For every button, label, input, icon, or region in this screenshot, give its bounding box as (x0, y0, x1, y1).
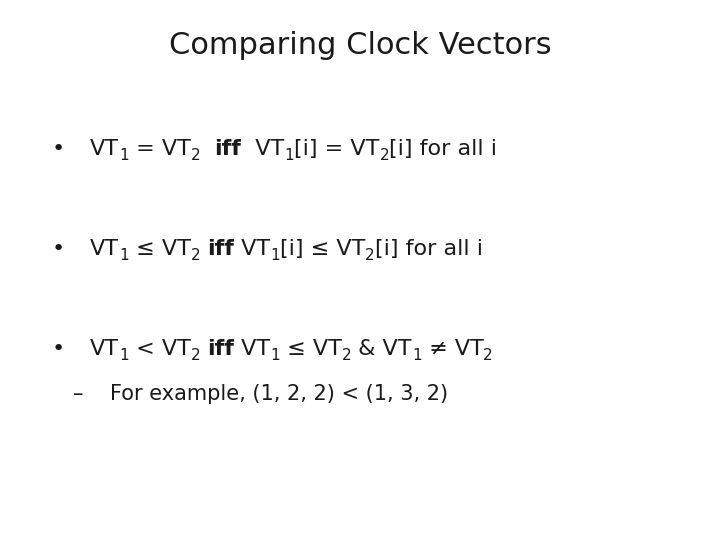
Text: ≤ VT: ≤ VT (129, 239, 191, 259)
Text: < VT: < VT (129, 339, 191, 359)
Text: VT: VT (90, 339, 119, 359)
Text: –: – (73, 384, 84, 404)
Text: 2: 2 (191, 248, 200, 263)
Text: 2: 2 (379, 148, 389, 163)
Text: iff: iff (207, 239, 234, 259)
Text: ≤ VT: ≤ VT (280, 339, 342, 359)
Text: [i] = VT: [i] = VT (294, 139, 379, 159)
Text: 2: 2 (365, 248, 375, 263)
Text: VT: VT (90, 139, 119, 159)
Text: 2: 2 (483, 348, 493, 363)
Text: 1: 1 (119, 348, 129, 363)
Text: VT: VT (90, 239, 119, 259)
Text: For example, (1, 2, 2) < (1, 3, 2): For example, (1, 2, 2) < (1, 3, 2) (110, 384, 448, 404)
Text: Comparing Clock Vectors: Comparing Clock Vectors (168, 30, 552, 59)
Text: 1: 1 (119, 248, 129, 263)
Text: 1: 1 (270, 348, 280, 363)
Text: •: • (51, 139, 65, 159)
Text: 1: 1 (119, 148, 129, 163)
Text: VT: VT (234, 239, 270, 259)
Text: & VT: & VT (351, 339, 412, 359)
Text: 2: 2 (191, 148, 200, 163)
Text: 1: 1 (412, 348, 421, 363)
Text: iff: iff (207, 339, 234, 359)
Text: •: • (51, 239, 65, 259)
Text: ≠ VT: ≠ VT (421, 339, 483, 359)
Text: [i] for all i: [i] for all i (389, 139, 497, 159)
Text: •: • (51, 339, 65, 359)
Text: [i] ≤ VT: [i] ≤ VT (280, 239, 365, 259)
Text: VT: VT (234, 339, 270, 359)
Text: iff: iff (215, 139, 241, 159)
Text: 1: 1 (270, 248, 280, 263)
Text: 1: 1 (284, 148, 294, 163)
Text: 2: 2 (191, 348, 200, 363)
Text: VT: VT (241, 139, 284, 159)
Text: [i] for all i: [i] for all i (375, 239, 483, 259)
Text: = VT: = VT (129, 139, 191, 159)
Text: 2: 2 (342, 348, 351, 363)
